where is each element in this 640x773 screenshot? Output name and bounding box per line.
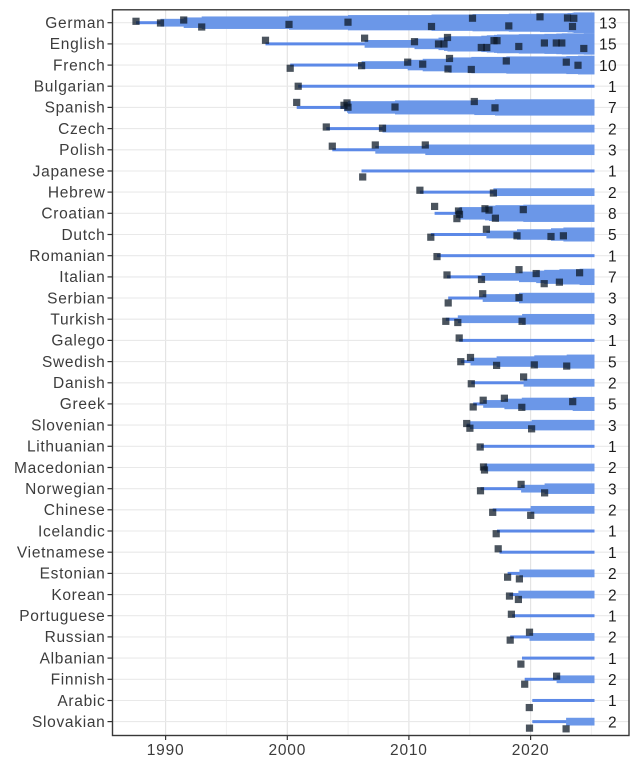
svg-text:Hebrew: Hebrew — [48, 184, 106, 201]
svg-text:1: 1 — [608, 164, 617, 181]
svg-text:13: 13 — [599, 15, 617, 32]
svg-text:1: 1 — [608, 545, 617, 562]
svg-text:2: 2 — [608, 714, 617, 731]
svg-text:Japanese: Japanese — [33, 163, 106, 180]
svg-text:Macedonian: Macedonian — [14, 460, 105, 477]
svg-text:Serbian: Serbian — [47, 290, 105, 307]
svg-text:Bulgarian: Bulgarian — [34, 79, 106, 96]
svg-text:Finnish: Finnish — [51, 672, 106, 689]
svg-text:Icelandic: Icelandic — [38, 523, 105, 540]
svg-text:Croatian: Croatian — [41, 206, 105, 223]
svg-text:Swedish: Swedish — [42, 354, 106, 371]
svg-text:Romanian: Romanian — [29, 248, 105, 265]
svg-text:1: 1 — [608, 524, 617, 541]
svg-text:8: 8 — [608, 206, 617, 223]
svg-text:Norwegian: Norwegian — [25, 481, 105, 498]
svg-text:2: 2 — [608, 672, 617, 689]
svg-text:Vietnamese: Vietnamese — [17, 545, 106, 562]
svg-text:1: 1 — [608, 79, 617, 96]
svg-text:1: 1 — [608, 248, 617, 265]
svg-text:1: 1 — [608, 439, 617, 456]
svg-text:5: 5 — [608, 227, 617, 244]
svg-text:2: 2 — [608, 503, 617, 520]
svg-text:1: 1 — [608, 693, 617, 710]
svg-text:15: 15 — [599, 37, 617, 54]
svg-text:Estonian: Estonian — [40, 566, 106, 583]
svg-text:3: 3 — [608, 418, 617, 435]
svg-text:2010: 2010 — [390, 742, 428, 759]
svg-text:Danish: Danish — [53, 375, 105, 392]
svg-text:Czech: Czech — [58, 121, 105, 138]
svg-text:Lithuanian: Lithuanian — [27, 439, 106, 456]
svg-text:Polish: Polish — [59, 142, 105, 159]
svg-text:Galego: Galego — [51, 333, 105, 350]
svg-text:Turkish: Turkish — [50, 312, 105, 329]
svg-text:Arabic: Arabic — [57, 693, 105, 710]
svg-text:French: French — [53, 57, 105, 74]
svg-text:2: 2 — [608, 587, 617, 604]
svg-text:2: 2 — [608, 460, 617, 477]
svg-text:1: 1 — [608, 333, 617, 350]
svg-text:3: 3 — [608, 481, 617, 498]
svg-text:5: 5 — [608, 397, 617, 414]
svg-text:Italian: Italian — [59, 269, 105, 286]
svg-text:7: 7 — [608, 270, 617, 287]
svg-text:German: German — [45, 15, 105, 32]
svg-text:3: 3 — [608, 312, 617, 329]
svg-text:7: 7 — [608, 100, 617, 117]
svg-text:Spanish: Spanish — [45, 100, 106, 117]
svg-text:10: 10 — [599, 58, 617, 75]
svg-text:2: 2 — [608, 376, 617, 393]
svg-text:Dutch: Dutch — [62, 227, 106, 244]
svg-text:1: 1 — [608, 608, 617, 625]
svg-text:3: 3 — [608, 291, 617, 308]
svg-text:Portuguese: Portuguese — [19, 608, 105, 625]
svg-text:3: 3 — [608, 143, 617, 160]
svg-text:2: 2 — [608, 630, 617, 647]
svg-text:2020: 2020 — [512, 742, 550, 759]
svg-text:2: 2 — [608, 566, 617, 583]
svg-text:Russian: Russian — [45, 629, 106, 646]
svg-text:English: English — [50, 36, 106, 53]
svg-text:5: 5 — [608, 354, 617, 371]
svg-text:2: 2 — [608, 121, 617, 138]
svg-text:Slovenian: Slovenian — [31, 417, 105, 434]
svg-text:Greek: Greek — [60, 396, 106, 413]
svg-text:2000: 2000 — [268, 742, 306, 759]
svg-text:Albanian: Albanian — [40, 650, 106, 667]
svg-text:2: 2 — [608, 185, 617, 202]
svg-text:1: 1 — [608, 651, 617, 668]
svg-text:Korean: Korean — [51, 587, 105, 604]
svg-text:Chinese: Chinese — [44, 502, 106, 519]
svg-text:Slovakian: Slovakian — [32, 714, 106, 731]
svg-text:1990: 1990 — [147, 742, 185, 759]
